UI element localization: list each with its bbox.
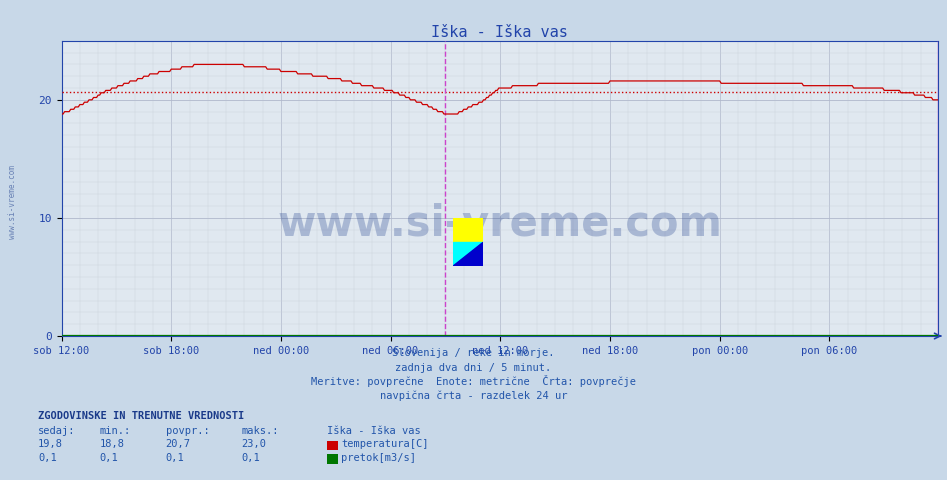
- Polygon shape: [453, 242, 483, 266]
- Title: Iška - Iška vas: Iška - Iška vas: [431, 24, 568, 40]
- Bar: [453, 218, 483, 242]
- Text: 20,7: 20,7: [166, 439, 190, 449]
- Text: povpr.:: povpr.:: [166, 426, 209, 436]
- Text: Meritve: povprečne  Enote: metrične  Črta: povprečje: Meritve: povprečne Enote: metrične Črta:…: [311, 375, 636, 387]
- Text: Slovenija / reke in morje.: Slovenija / reke in morje.: [392, 348, 555, 358]
- Text: 19,8: 19,8: [38, 439, 63, 449]
- Text: 0,1: 0,1: [241, 453, 260, 463]
- Text: maks.:: maks.:: [241, 426, 279, 436]
- Text: ZGODOVINSKE IN TRENUTNE VREDNOSTI: ZGODOVINSKE IN TRENUTNE VREDNOSTI: [38, 410, 244, 420]
- Text: min.:: min.:: [99, 426, 131, 436]
- Text: temperatura[C]: temperatura[C]: [341, 439, 428, 449]
- Text: navpična črta - razdelek 24 ur: navpična črta - razdelek 24 ur: [380, 391, 567, 401]
- Polygon shape: [453, 242, 483, 266]
- Text: 0,1: 0,1: [99, 453, 118, 463]
- Text: 0,1: 0,1: [166, 453, 185, 463]
- Text: www.si-vreme.com: www.si-vreme.com: [8, 165, 17, 239]
- Text: 23,0: 23,0: [241, 439, 266, 449]
- Text: Iška - Iška vas: Iška - Iška vas: [327, 426, 420, 436]
- Text: 18,8: 18,8: [99, 439, 124, 449]
- Text: pretok[m3/s]: pretok[m3/s]: [341, 453, 416, 463]
- Text: zadnja dva dni / 5 minut.: zadnja dva dni / 5 minut.: [396, 362, 551, 372]
- Text: www.si-vreme.com: www.si-vreme.com: [277, 203, 722, 245]
- Text: 0,1: 0,1: [38, 453, 57, 463]
- Text: sedaj:: sedaj:: [38, 426, 76, 436]
